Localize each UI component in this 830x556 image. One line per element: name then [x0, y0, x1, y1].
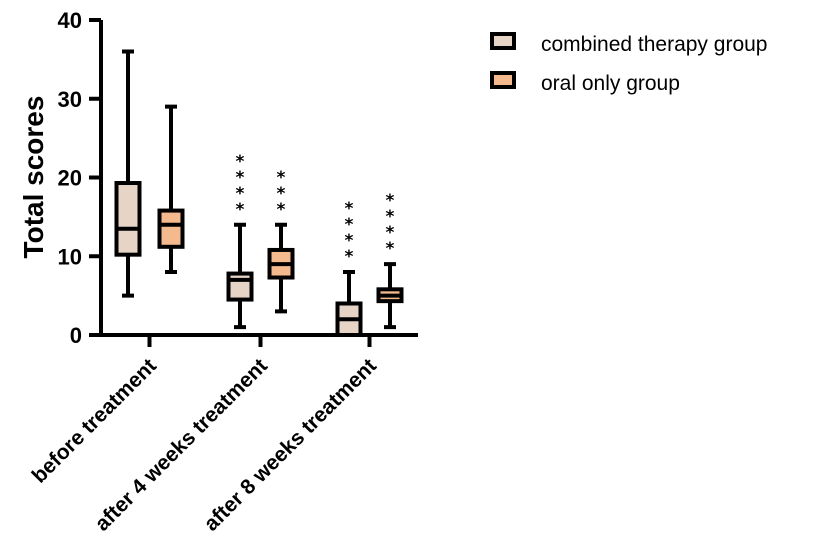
legend-label: combined therapy group — [541, 33, 767, 56]
legend: combined therapy group oral only group — [490, 32, 767, 95]
iqr-box — [114, 181, 142, 257]
significance-star: * — [345, 231, 354, 251]
legend-swatch — [490, 71, 516, 89]
significance-star: * — [236, 168, 245, 188]
iqr-box — [226, 271, 254, 302]
significance-star: * — [386, 239, 395, 259]
significance-star: * — [345, 199, 354, 219]
significance-star: * — [386, 191, 395, 211]
box: **** — [335, 199, 363, 337]
box: **** — [226, 152, 254, 330]
significance-star: * — [386, 207, 395, 227]
y-tick-label: 10 — [58, 244, 82, 269]
y-axis: 0 10 20 30 40 — [58, 8, 103, 348]
legend-label: oral only group — [541, 72, 680, 95]
significance-star: * — [277, 184, 286, 204]
legend-item: oral only group — [490, 71, 680, 95]
significance-star: * — [345, 247, 354, 267]
iqr-box — [157, 208, 185, 249]
significance-star: * — [236, 200, 245, 220]
legend-swatch — [490, 32, 516, 50]
significance-star: * — [277, 200, 286, 220]
significance-star: * — [386, 223, 395, 243]
significance-star: * — [236, 184, 245, 204]
box: *** — [267, 168, 295, 314]
x-category-label: after 8 weeks treatment — [200, 354, 381, 535]
box: **** — [376, 191, 404, 330]
y-axis-title: Total scores — [18, 96, 49, 259]
significance-star: * — [345, 215, 354, 235]
legend-item: combined therapy group — [490, 32, 767, 56]
y-tick-label: 30 — [58, 87, 82, 112]
plot-area: *************** — [114, 49, 404, 337]
box — [114, 49, 142, 298]
y-tick-label: 20 — [58, 166, 82, 191]
significance-star: * — [236, 152, 245, 172]
box — [157, 104, 185, 274]
y-tick-label: 40 — [58, 8, 82, 33]
y-tick-label: 0 — [70, 323, 82, 348]
significance-star: * — [277, 168, 286, 188]
